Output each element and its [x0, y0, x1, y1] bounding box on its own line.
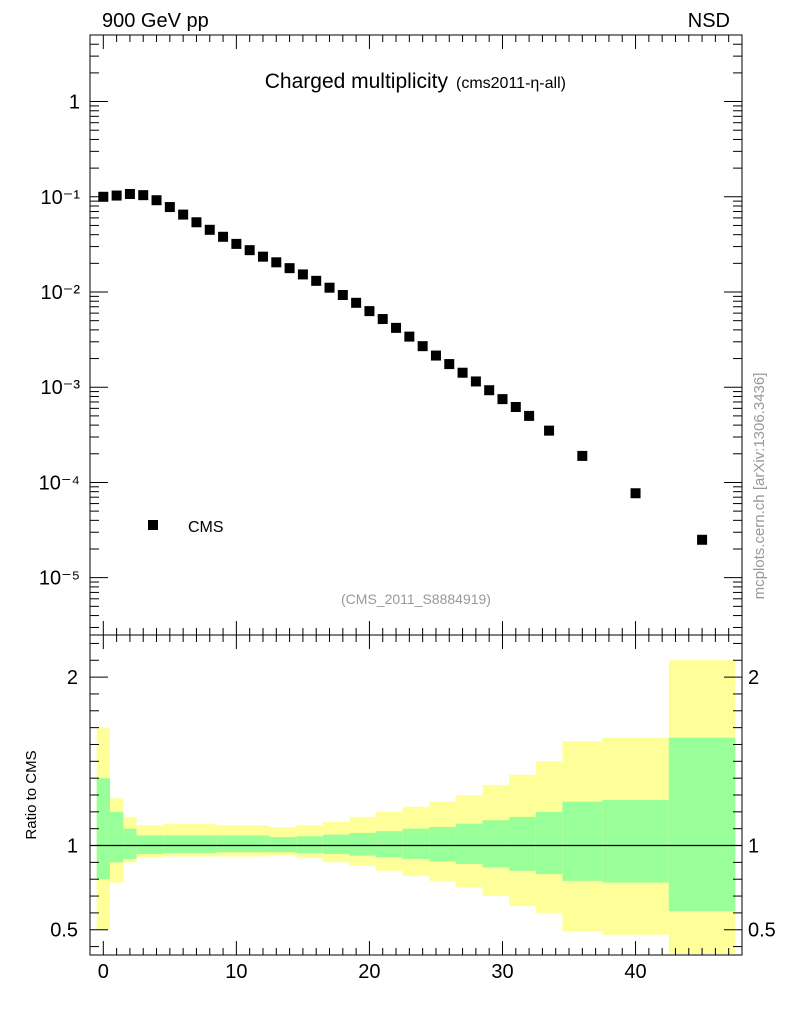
inner-band: [402, 828, 430, 859]
data-point: [284, 263, 295, 274]
legend: CMS: [148, 519, 224, 536]
inner-band: [482, 820, 510, 868]
data-point: [204, 224, 215, 235]
data-point: [524, 410, 535, 421]
inner-band: [349, 832, 377, 856]
ratio-frame: [89, 634, 743, 956]
ratio-panel: 0.5 0.5 1 1 2 2 0 10 20 30 40 Ratio to CMS: [23, 634, 776, 983]
data-point: [417, 341, 428, 352]
data-point: [351, 297, 362, 308]
main-frame: [89, 34, 743, 636]
data-point: [544, 425, 555, 436]
data-point: [231, 238, 242, 249]
data-point: [444, 359, 455, 370]
data-point: [430, 350, 441, 361]
inner-band: [455, 823, 483, 865]
inner-band: [296, 836, 323, 854]
inner-band: [562, 801, 603, 881]
y-tick-label: 10⁻³: [41, 377, 81, 399]
data-point: [178, 209, 189, 220]
data-point: [510, 401, 521, 412]
ratio-ylabel: Ratio to CMS: [23, 750, 40, 839]
inner-band: [163, 835, 217, 854]
legend-marker: [148, 520, 158, 530]
data-point: [630, 488, 641, 499]
data-point: [697, 534, 708, 545]
data-point: [218, 231, 229, 242]
data-point: [151, 195, 162, 206]
inner-band: [602, 800, 669, 883]
inner-band: [269, 837, 297, 853]
ratio-y-tick-label-right: 1: [748, 836, 759, 858]
ratio-y-tick-label-right: 2: [748, 667, 759, 689]
x-tick-label: 40: [624, 961, 646, 983]
data-point: [391, 322, 402, 333]
inner-band: [429, 827, 456, 862]
data-point: [138, 190, 149, 201]
y-tick-label: 10⁻²: [41, 282, 81, 304]
data-point: [271, 257, 282, 268]
chart-subtitle: (cms2011-η-all): [456, 75, 566, 92]
data-point: [404, 331, 415, 342]
data-point: [484, 385, 495, 396]
y-tick-label: 10⁻¹: [41, 187, 81, 209]
x-tick-label: 0: [98, 961, 109, 983]
ratio-y-tick-label: 2: [67, 667, 78, 689]
x-tick-label: 10: [225, 961, 247, 983]
ratio-y-tick-label: 0.5: [50, 920, 78, 942]
data-point: [364, 306, 375, 317]
data-point: [191, 217, 202, 228]
inner-band: [216, 835, 270, 853]
data-point: [337, 290, 348, 301]
ratio-y-tick-label: 1: [67, 836, 78, 858]
data-point: [164, 202, 175, 213]
inner-band: [535, 811, 563, 875]
y-tick-label: 1: [69, 92, 80, 114]
inner-band: [668, 737, 736, 912]
inner-band: [322, 834, 350, 854]
data-point: [470, 376, 481, 387]
data-point: [497, 394, 508, 405]
main-panel: Charged multiplicity (cms2011-η-all) 1 10…: [39, 34, 743, 636]
inner-band: [123, 828, 137, 859]
chart-title: Charged multiplicity: [265, 70, 449, 93]
analysis-label: (CMS_2011_S8884919): [341, 591, 491, 607]
legend-label: CMS: [188, 519, 224, 536]
y-tick-label: 10⁻⁴: [39, 472, 80, 494]
inner-band: [509, 816, 536, 871]
data-point: [311, 275, 322, 286]
data-point: [577, 450, 588, 461]
process-label: NSD: [688, 10, 730, 32]
energy-label: 900 GeV pp: [102, 10, 209, 32]
data-point: [324, 282, 335, 293]
inner-band: [96, 778, 110, 880]
data-point: [297, 269, 308, 280]
x-tick-label: 20: [358, 961, 380, 983]
data-point: [377, 314, 388, 325]
y-tick-label: 10⁻⁵: [39, 568, 80, 590]
data-point: [257, 251, 268, 262]
x-tick-label: 30: [491, 961, 513, 983]
inner-band: [136, 835, 164, 854]
data-point: [124, 188, 135, 199]
data-point: [457, 367, 468, 378]
data-point: [98, 191, 109, 202]
inner-band: [376, 831, 403, 858]
ratio-y-tick-label-right: 0.5: [748, 920, 776, 942]
data-point: [244, 245, 255, 256]
source-label: mcplots.cern.ch [arXiv:1306.3436]: [751, 373, 768, 600]
data-point: [111, 190, 122, 201]
inner-band: [109, 811, 124, 863]
